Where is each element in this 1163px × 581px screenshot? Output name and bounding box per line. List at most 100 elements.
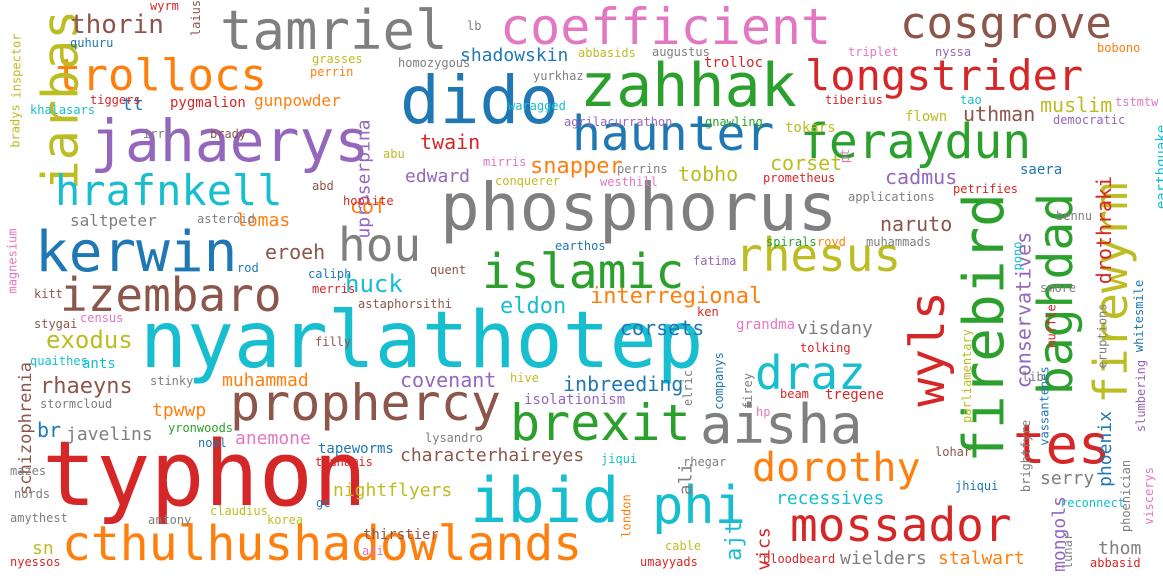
word-typhon: typhon xyxy=(42,422,368,527)
word-thirstier: thirstier xyxy=(363,527,439,543)
word-muhammads: muhammads xyxy=(866,235,932,249)
word-islamic: islamic xyxy=(482,244,685,300)
word-abd: abd xyxy=(312,179,334,193)
word-hoplite: hoplite xyxy=(343,194,394,208)
word-muffle: muffle xyxy=(1044,304,1059,348)
word-grasses: grasses xyxy=(312,52,363,66)
word-eroeh: eroeh xyxy=(265,240,326,264)
word-yurkhaz: yurkhaz xyxy=(533,69,584,83)
word-tiggers: tiggers xyxy=(90,93,141,107)
word-lunar: lunar xyxy=(1061,532,1076,570)
word-cosgrove: cosgrove xyxy=(900,0,1112,49)
word-phoenix: phoenix xyxy=(1094,411,1116,487)
word-rhesus: rhesus xyxy=(735,228,902,282)
word-aisha: aisha xyxy=(700,393,863,456)
word-huck: huck xyxy=(345,270,403,298)
word-tolking: tolking xyxy=(800,341,851,355)
word-stalwart: stalwart xyxy=(938,548,1025,569)
word-companys: companys xyxy=(711,352,726,410)
word-perrins: perrins xyxy=(617,162,668,176)
word-jahaerys: jahaerys xyxy=(90,107,370,175)
word-brexit: brexit xyxy=(510,394,691,452)
word-claudius: claudius xyxy=(210,504,268,518)
word-parliamentary: parliamentary xyxy=(959,329,974,423)
word-drothraki: drothraki xyxy=(1092,175,1117,285)
word-corsets: corsets xyxy=(620,316,705,340)
word-gunpowder: gunpowder xyxy=(254,91,341,110)
word-tregene: tregene xyxy=(825,387,885,403)
word-hrafnkell: hrafnkell xyxy=(55,166,283,215)
word-stygai: stygai xyxy=(34,317,78,331)
word-gc: gc xyxy=(316,496,331,510)
word-waragged: waragged xyxy=(508,99,566,113)
word-lb: lb xyxy=(467,19,482,33)
word-lohar: lohar xyxy=(935,445,972,459)
word-abu: abu xyxy=(383,147,405,161)
word-quaithes: quaithes xyxy=(30,354,88,368)
word-prometheus: prometheus xyxy=(763,171,836,185)
word-democratic: democratic xyxy=(1053,113,1126,127)
word-isolationism: isolationism xyxy=(524,392,626,408)
word-tamriel: tamriel xyxy=(220,0,448,62)
word-brady: brady xyxy=(210,127,247,141)
word-azi: azi xyxy=(362,544,384,558)
word-ajt: ajt xyxy=(721,521,747,561)
word-longstrider: longstrider xyxy=(805,51,1084,100)
word-exodus: exodus xyxy=(46,326,133,354)
word-whitesmile: whitesmile xyxy=(1132,279,1147,353)
word-saltpeter: saltpeter xyxy=(70,211,157,230)
word-mossador: mossador xyxy=(790,498,1012,552)
word-irri: irri xyxy=(143,127,172,141)
word-lib: lib xyxy=(1022,370,1044,384)
word-asteroid: asteroid xyxy=(197,212,255,226)
word-sn: sn xyxy=(32,538,54,559)
word-phoenician: phoenician xyxy=(1119,459,1134,533)
word-magnesium: magnesium xyxy=(5,228,20,294)
word-draz: draz xyxy=(755,346,866,400)
word-earthos: earthos xyxy=(555,239,606,253)
word-tes: tes xyxy=(1013,413,1111,476)
word-royd: royd xyxy=(817,235,846,249)
word-covenant: covenant xyxy=(400,368,497,392)
word-tokars: tokars xyxy=(785,120,836,136)
word-pygmalion: pygmalion xyxy=(170,95,246,111)
word-ibid: ibid xyxy=(470,464,620,537)
word-kitt: kitt xyxy=(34,287,63,301)
word-javelins: javelins xyxy=(66,424,153,445)
word-edward: edward xyxy=(405,166,471,187)
word-bradys: bradys xyxy=(8,104,23,148)
word-ants: ants xyxy=(82,356,116,372)
word-noal: noal xyxy=(198,436,227,450)
word-bobono: bobono xyxy=(1097,41,1141,55)
word-haunter: haunter xyxy=(572,106,775,162)
word-saera: saera xyxy=(1020,162,1063,178)
word-wyls: wyls xyxy=(899,291,956,407)
word-wielders: wielders xyxy=(840,548,927,569)
word-rhegar: rhegar xyxy=(683,455,727,469)
word-astaphorsithi: astaphorsithi xyxy=(358,297,452,311)
word-nyessos: nyessos xyxy=(10,555,61,569)
word-nyssa: nyssa xyxy=(935,45,972,59)
word-pt: pt xyxy=(838,148,853,164)
word-coefficient: coefficient xyxy=(500,0,832,56)
word-dorothy: dorothy xyxy=(752,445,921,491)
word-tsunamis: tsunamis xyxy=(315,455,373,469)
word-tao: tao xyxy=(960,93,982,107)
word-pono: pono xyxy=(1010,241,1025,271)
word-amythest: amythest xyxy=(10,511,68,525)
word-filly: filly xyxy=(315,335,352,349)
word-elric: elric xyxy=(681,369,696,407)
word-conquerer: conquerer xyxy=(495,174,561,188)
word-tstmtw: tstmtw xyxy=(1115,95,1159,109)
word-smore: smore xyxy=(1040,281,1077,295)
word-snapper: snapper xyxy=(530,154,623,179)
word-trolloc: trolloc xyxy=(704,55,764,71)
word-cadmus: cadmus xyxy=(885,165,958,189)
word-westhill: westhill xyxy=(600,175,658,189)
word-tpwwp: tpwwp xyxy=(152,400,207,421)
word-corset: corset xyxy=(770,151,843,175)
word-anemone: anemone xyxy=(235,428,311,449)
word-rhaeyns: rhaeyns xyxy=(40,374,133,399)
word-triplet: triplet xyxy=(848,45,899,59)
